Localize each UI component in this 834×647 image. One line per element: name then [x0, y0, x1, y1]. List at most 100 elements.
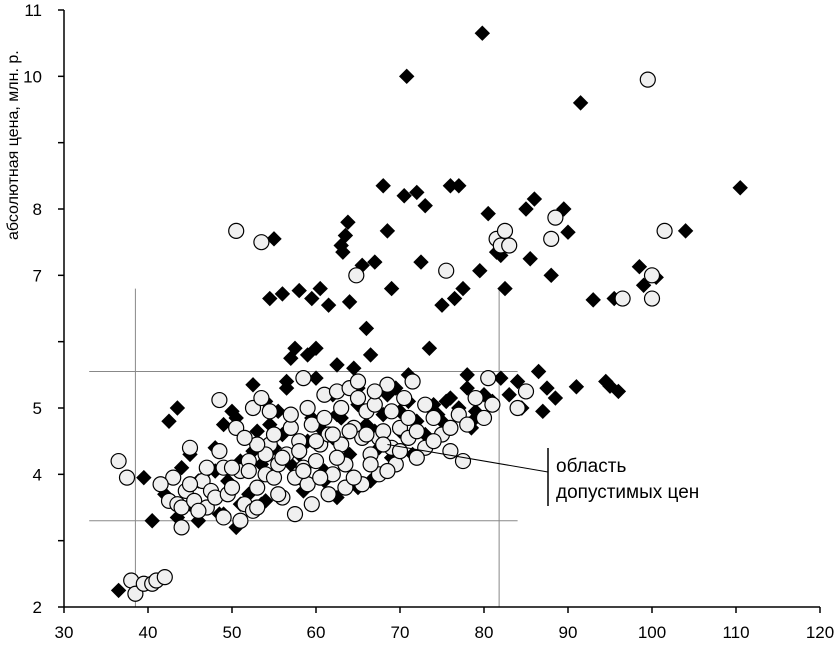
circle-point — [408, 449, 425, 466]
circle-point — [198, 459, 215, 476]
diamond-point — [341, 294, 358, 310]
circle-point — [517, 383, 535, 400]
annotation: область допустимых цен — [387, 443, 699, 506]
y-axis-title: абсолютная цена, млн. р. — [5, 50, 22, 240]
circle-point — [543, 230, 560, 247]
diamond-point — [337, 227, 354, 244]
x-tick-label: 80 — [475, 623, 494, 642]
circle-point — [173, 519, 190, 536]
circle-point — [417, 396, 434, 413]
diamond-point — [451, 178, 467, 194]
diamond-point — [340, 214, 356, 230]
circle-point — [303, 416, 320, 433]
diamond-point — [383, 280, 400, 297]
circle-point — [324, 426, 341, 443]
diamond-point — [215, 416, 232, 433]
diamond-point — [535, 403, 551, 420]
circle-point — [110, 452, 127, 470]
circle-point — [307, 433, 325, 450]
circle-point — [362, 456, 379, 473]
x-tick-label: 90 — [559, 623, 578, 642]
diamond-point — [526, 191, 543, 207]
x-tick-label: 50 — [223, 623, 242, 642]
diamond-point — [677, 223, 694, 239]
diamond-point — [568, 379, 585, 395]
diamond-point — [631, 259, 648, 275]
diamond-point — [560, 224, 576, 240]
diamond-point — [399, 68, 415, 85]
diamond-point — [635, 277, 652, 293]
circle-point — [211, 443, 228, 460]
circle-point — [253, 389, 270, 407]
x-tick-label: 120 — [806, 623, 834, 642]
diamond-point — [169, 400, 186, 416]
circle-point — [303, 496, 320, 513]
circle-point — [348, 267, 365, 284]
circle-point — [215, 509, 232, 526]
diamond-point — [375, 178, 391, 194]
circle-point — [467, 389, 484, 407]
circle-point — [480, 370, 497, 387]
circle-point — [475, 409, 493, 427]
circle-point — [118, 469, 136, 486]
circle-point — [484, 396, 501, 413]
x-tick-label: 40 — [139, 623, 158, 642]
circle-point — [383, 403, 400, 420]
diamond-point — [266, 231, 282, 247]
diamond-point — [421, 340, 438, 357]
diamond-point — [278, 380, 295, 396]
x-tick-label: 100 — [638, 623, 666, 642]
circle-point — [408, 423, 425, 440]
circle-point — [291, 443, 308, 460]
x-tick-label: 30 — [55, 623, 74, 642]
diamond-point — [518, 201, 534, 217]
circle-point — [349, 373, 367, 390]
circle-point — [307, 452, 325, 470]
circle-point — [328, 449, 346, 466]
circle-point — [316, 409, 333, 427]
x-tick-labels: 30 40 50 60 70 80 90 100 110 120 — [55, 623, 834, 642]
circle-point — [459, 416, 476, 433]
circle-point — [404, 373, 421, 390]
diamond-point — [320, 297, 337, 313]
circle-point — [341, 423, 358, 440]
diamond-point — [472, 262, 488, 279]
circle-point — [656, 222, 673, 239]
circle-point — [547, 209, 564, 226]
diamond-point — [367, 254, 383, 270]
diamond-point — [308, 340, 324, 357]
diamond-point — [287, 340, 303, 357]
diamond-point — [291, 282, 307, 299]
annotation-text-line-2: допустимых цен — [556, 482, 699, 503]
diamond-point — [262, 290, 278, 307]
circle-point — [442, 419, 459, 436]
diamond-point — [136, 469, 152, 486]
circle-point — [501, 237, 518, 254]
circle-point — [232, 512, 249, 529]
circle-point — [286, 506, 304, 523]
diamond-point — [530, 363, 547, 380]
diamond-point — [434, 297, 450, 313]
circle-point — [349, 389, 367, 407]
diamond-point — [144, 513, 160, 529]
x-tick-label: 70 — [391, 623, 410, 642]
y-tick-label: 5 — [33, 399, 42, 418]
circle-point — [228, 222, 245, 239]
circle-point — [379, 376, 396, 393]
diamond-point — [379, 223, 396, 239]
diamond-point — [358, 320, 375, 337]
circle-point — [165, 469, 182, 486]
y-tick-label: 10 — [23, 67, 42, 86]
diamond-point — [173, 459, 190, 476]
circle-point — [261, 403, 278, 420]
diamond-point — [459, 367, 475, 383]
circle-point — [643, 267, 661, 284]
diamond-point — [346, 360, 362, 376]
circle-point — [299, 399, 316, 417]
diamond-point — [329, 357, 345, 373]
data-points — [110, 25, 748, 602]
diamond-point — [304, 290, 320, 307]
diamond-point — [335, 244, 351, 260]
circle-point — [265, 426, 283, 443]
diamond-point — [110, 582, 127, 599]
